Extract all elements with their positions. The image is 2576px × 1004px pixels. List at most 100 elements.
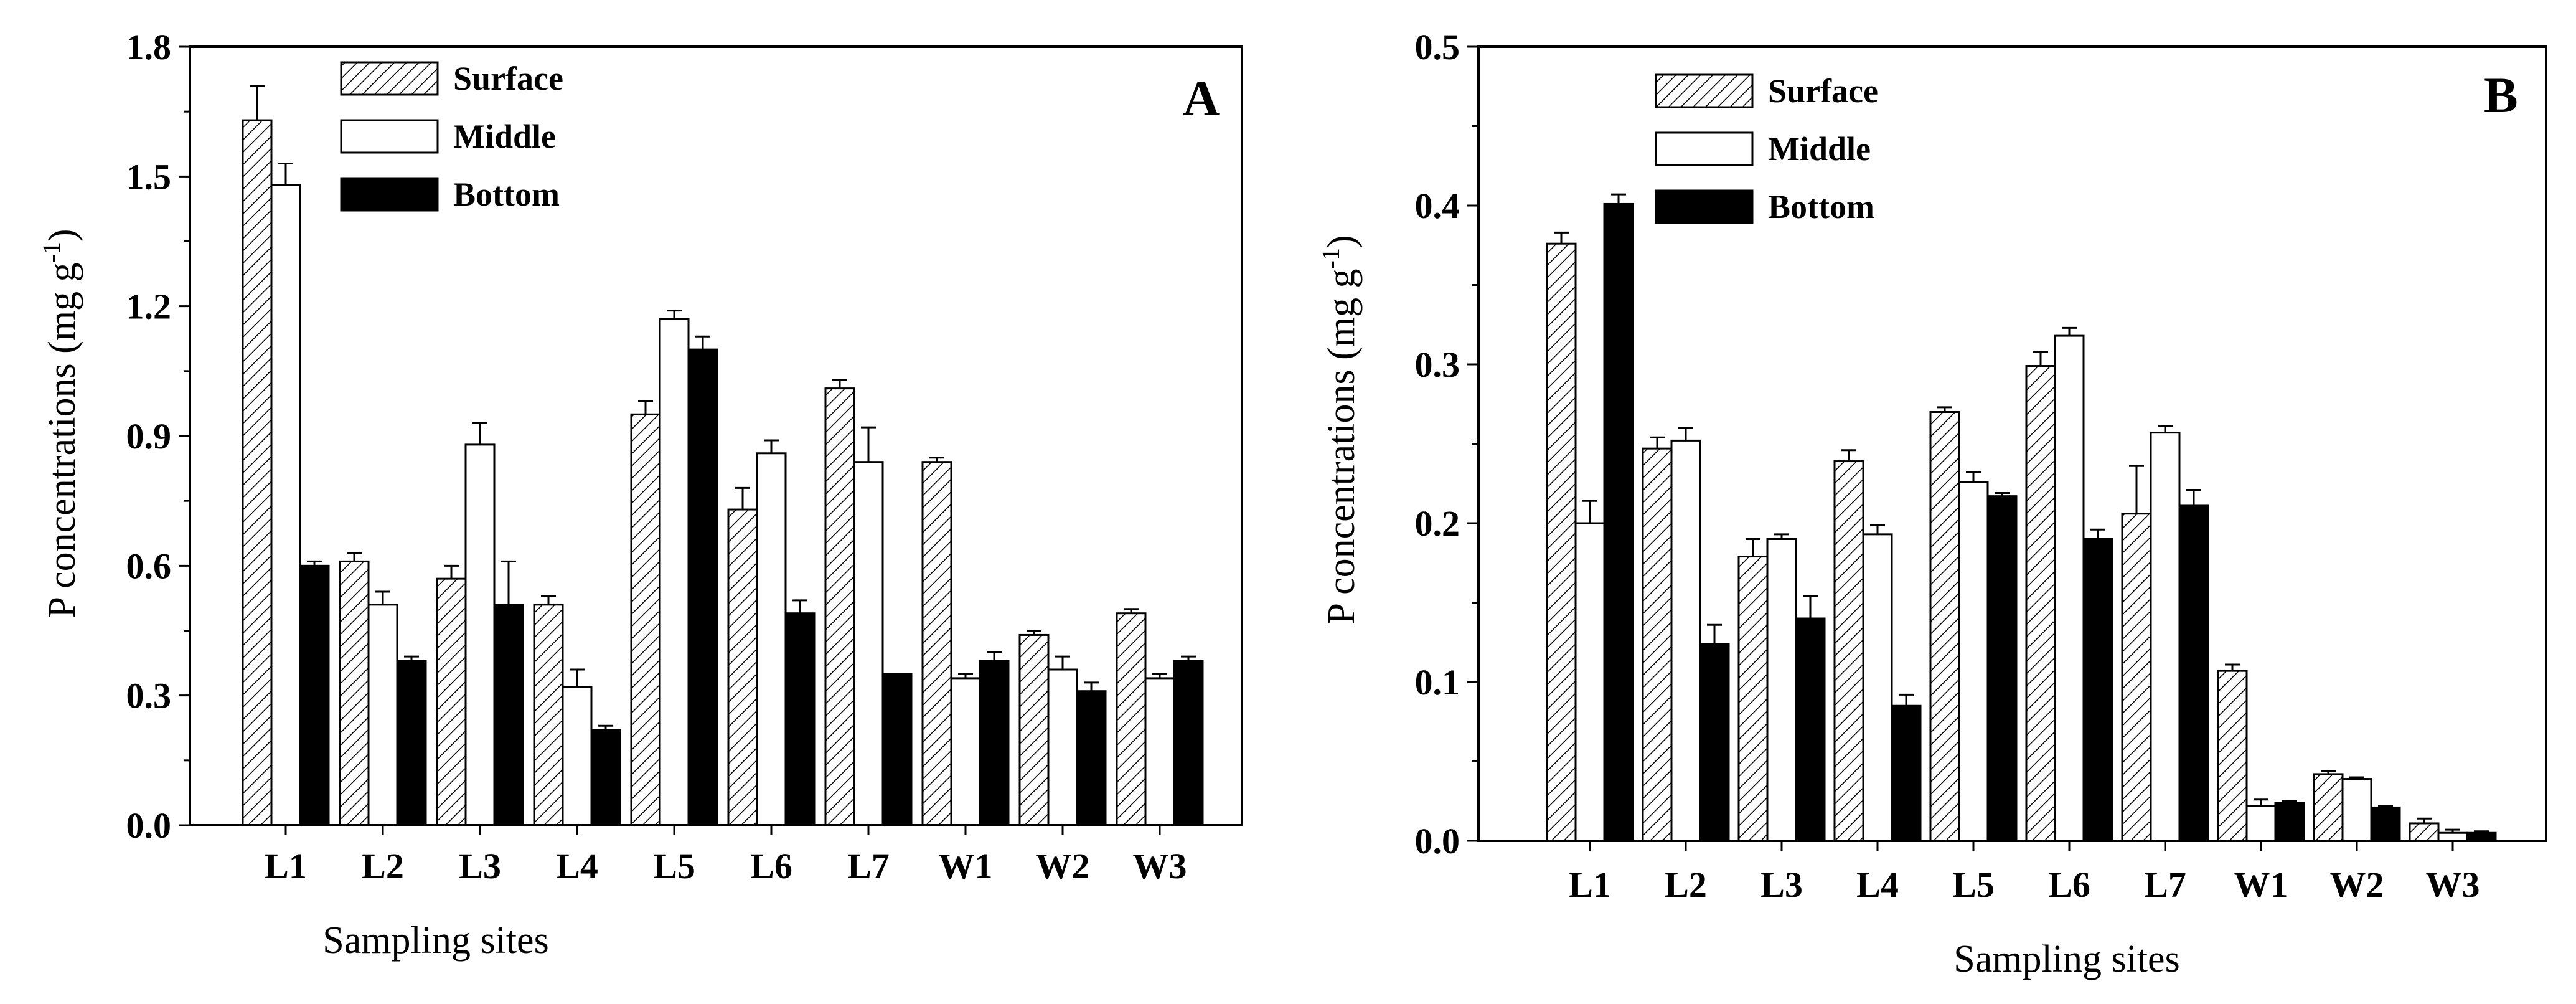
legend-swatch-middle	[1655, 131, 1754, 166]
legend-label-surface: Surface	[1768, 72, 1878, 110]
x-tick-label-w3: W3	[1133, 846, 1187, 886]
bar-surface-l1	[242, 119, 273, 826]
bar-surface-l1	[1546, 242, 1577, 842]
bar-middle-w1	[2245, 805, 2277, 842]
bar-surface-w3	[1116, 612, 1147, 826]
bar-middle-l4	[562, 686, 593, 826]
bar-middle-w2	[1047, 668, 1078, 826]
y-tick-label-3: 0.9	[126, 416, 172, 457]
bar-bottom-l7	[881, 673, 913, 826]
bar-middle-l4	[1862, 533, 1893, 842]
x-tick-label-l1: L1	[265, 846, 307, 886]
bar-surface-l3	[1737, 556, 1769, 842]
chart-panel-b: 0.00.10.20.30.40.5 L1 L2 L3 L4 L5 L6 L7 W1 W2 W3 …	[1317, 27, 2547, 980]
y-tick-label-1: 0.3	[126, 676, 172, 716]
y-tick-label-4: 1.2	[126, 287, 172, 327]
bar-middle-l7	[2150, 432, 2181, 842]
panel-label-b: B	[2484, 67, 2518, 123]
bar-surface-l6	[2025, 365, 2056, 842]
x-tick-label-w1: W1	[939, 846, 993, 886]
legend-swatch-bottom	[340, 177, 439, 212]
bar-bottom-w3	[1173, 660, 1204, 826]
bar-bottom-l5	[687, 348, 718, 826]
bar-surface-l5	[1929, 411, 1960, 842]
bar-surface-l6	[727, 508, 758, 826]
y-axis-title-b: P concentrations (mg g-1)	[1317, 235, 1363, 624]
x-tick-label-w1: W1	[2234, 864, 2288, 905]
bar-middle-l7	[853, 461, 884, 826]
legend-label-bottom: Bottom	[1768, 188, 1874, 225]
bar-surface-w1	[2217, 670, 2248, 842]
x-tick-label-l6: L6	[2048, 864, 2090, 905]
bar-middle-w3	[1144, 677, 1175, 826]
chart-panel-a: 0.0 0.3 0.6 0.9 1.2 1.5 1.8 L1 L2 L3 L4 L5 L6 L7 W1 W2…	[37, 27, 1243, 962]
x-axis-title-b: Sampling sites	[1953, 938, 2179, 980]
bar-bottom-l6	[2082, 538, 2113, 842]
legend-label-bottom: Bottom	[453, 176, 560, 213]
bar-middle-w1	[950, 677, 981, 826]
legend-label-middle: Middle	[1768, 130, 1871, 168]
bar-bottom-l1	[299, 564, 330, 826]
x-tick-label-l7: L7	[847, 846, 890, 886]
bar-bottom-l5	[1986, 495, 2018, 842]
x-tick-label-w3: W3	[2426, 864, 2480, 905]
legend-a: Surface Middle Bottom	[340, 60, 563, 213]
legend-swatch-bottom	[1655, 189, 1754, 224]
y-tick-label-2: 0.2	[1415, 503, 1460, 544]
panel-label-a: A	[1183, 70, 1220, 126]
bar-middle-l6	[756, 452, 787, 826]
x-ticks-b: L1 L2 L3 L4 L5 L6 L7 W1 W2 W3	[1569, 841, 2480, 905]
bar-middle-l2	[367, 604, 398, 826]
y-tick-label-0: 0.0	[126, 805, 172, 846]
bar-middle-l1	[1574, 522, 1605, 842]
x-tick-label-l1: L1	[1569, 864, 1611, 905]
bar-bottom-l1	[1603, 202, 1634, 842]
x-tick-label-l5: L5	[1952, 864, 1995, 905]
bar-middle-l6	[2054, 334, 2085, 842]
bar-surface-l4	[533, 604, 564, 826]
bar-bottom-l4	[1891, 704, 1922, 842]
bar-surface-l3	[436, 577, 467, 826]
error-bars-b	[1554, 193, 2489, 833]
bar-surface-w2	[2313, 773, 2344, 842]
x-tick-label-l4: L4	[1856, 864, 1899, 905]
bar-surface-w2	[1018, 633, 1050, 826]
y-axis-title-a-main: P concentrations (mg g	[41, 262, 83, 618]
error-bars-a	[250, 85, 1196, 731]
bar-bottom-l7	[2178, 504, 2209, 842]
bar-surface-l2	[1642, 447, 1673, 842]
x-tick-label-l3: L3	[459, 846, 501, 886]
legend-label-middle: Middle	[453, 118, 556, 155]
x-tick-label-w2: W2	[1036, 846, 1090, 886]
y-axis-title-a: P concentrations (mg g-1)	[37, 229, 83, 618]
y-axis-title-a-close: )	[41, 229, 83, 242]
bar-surface-l7	[824, 387, 855, 826]
y-ticks-a: 0.0 0.3 0.6 0.9 1.2 1.5 1.8	[126, 27, 190, 846]
bar-bottom-l2	[1699, 643, 1730, 842]
bar-surface-w1	[921, 461, 952, 826]
bar-bottom-l3	[1795, 617, 1826, 842]
bar-middle-l5	[1958, 481, 1989, 842]
bar-bottom-w1	[2274, 802, 2305, 842]
x-tick-label-l4: L4	[556, 846, 598, 886]
bar-bottom-w2	[1076, 690, 1107, 826]
y-tick-label-6: 1.8	[126, 27, 172, 67]
y-axis-title-b-close: )	[1320, 235, 1363, 248]
y-axis-title-a-sup: -1	[37, 242, 65, 262]
y-ticks-b: 0.0 0.1 0.2 0.3 0.4 0.5	[1415, 27, 1478, 861]
y-tick-label-5: 0.5	[1415, 27, 1460, 67]
x-axis-title-a: Sampling sites	[322, 919, 548, 962]
x-ticks-a: L1 L2 L3 L4 L5 L6 L7 W1 W2 W3	[265, 825, 1187, 886]
bar-bottom-l3	[493, 604, 524, 826]
x-tick-label-l7: L7	[2144, 864, 2186, 905]
bar-middle-l5	[659, 318, 690, 826]
legend-swatch-surface	[340, 61, 439, 96]
y-axis-title-b-sup: -1	[1317, 248, 1345, 268]
bar-middle-l1	[270, 184, 301, 826]
legend-swatch-middle	[340, 119, 439, 154]
bar-bottom-l2	[396, 660, 427, 826]
bars-a	[242, 119, 1204, 826]
x-tick-label-l2: L2	[362, 846, 404, 886]
bar-bottom-l6	[784, 612, 816, 826]
